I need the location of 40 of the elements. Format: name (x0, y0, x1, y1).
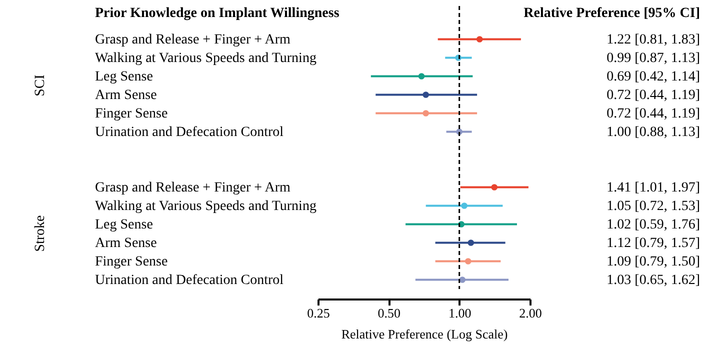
x-tick-label: 1.00 (448, 306, 472, 320)
text: SCI (33, 74, 48, 96)
data-label: 1.41 [1.01, 1.97] (606, 180, 700, 196)
data-label: 1.00 [0.88, 1.13] (606, 124, 700, 140)
x-axis-title: Relative Preference (Log Scale) (341, 326, 508, 342)
y-tick-label: Walking at Various Speeds and Turning (95, 50, 316, 66)
data-label: 0.72 [0.44, 1.19] (606, 106, 700, 122)
point (461, 202, 468, 209)
y-tick-label: Leg Sense (95, 217, 153, 232)
y-tick-label: Walking at Various Speeds and Turning (95, 198, 316, 214)
x-tick-label: 0.50 (378, 306, 401, 320)
y-tick-label: Leg Sense (95, 69, 153, 84)
data-label: 1.22 [0.81, 1.83] (606, 32, 700, 48)
x-tick-label: 0.25 (307, 306, 330, 320)
y-tick-label: Finger Sense (95, 254, 168, 270)
data-label: 1.02 [0.59, 1.76] (606, 217, 700, 232)
point (422, 92, 430, 98)
point (418, 73, 425, 80)
point (468, 240, 474, 246)
point (464, 258, 472, 264)
y-tick-label: Urination and Defecation Control (95, 124, 284, 140)
data-label: 0.72 [0.44, 1.19] (606, 88, 700, 103)
y-tick-label: Urination and Defecation Control (95, 272, 284, 288)
data-label: 1.05 [0.72, 1.53] (606, 198, 700, 214)
y-tick-label: Arm Sense (95, 236, 157, 251)
x-tick-label: 2.00 (519, 306, 542, 320)
y-tick-label: Grasp and Release + Finger + Arm (95, 180, 291, 196)
text: Stroke (33, 215, 48, 252)
data-label: 1.12 [0.79, 1.57] (606, 236, 700, 251)
y-tick-label: Finger Sense (95, 106, 168, 122)
point (422, 110, 430, 116)
y-tick-label: Arm Sense (95, 88, 157, 103)
chart-title: Prior Knowledge on Implant Willingness (95, 6, 340, 21)
text: Relative Preference [95% CI] (524, 6, 700, 21)
data-label: 1.03 [0.65, 1.62] (606, 272, 700, 288)
data-label: 0.69 [0.42, 1.14] (606, 69, 700, 84)
y-tick-label: Grasp and Release + Finger + Arm (95, 32, 291, 48)
data-label: 1.09 [0.79, 1.50] (606, 254, 700, 270)
data-label: 0.99 [0.87, 1.13] (606, 50, 700, 66)
point (459, 276, 466, 283)
